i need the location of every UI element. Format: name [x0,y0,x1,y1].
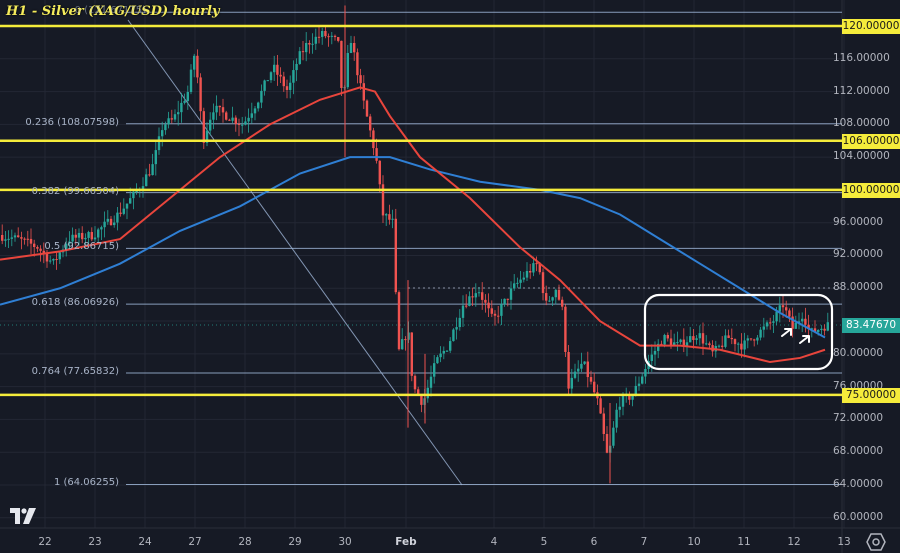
price-axis-label: 72.00000 [833,412,884,425]
level-price-tag: 100.00000 [842,182,900,198]
price-axis-label: 60.00000 [833,510,884,523]
time-axis-label: 4 [490,536,498,548]
price-axis-label: 64.00000 [833,477,884,490]
time-axis-label: 27 [188,536,202,548]
settings-gear-icon[interactable] [866,533,886,551]
price-axis-label: 68.00000 [833,445,884,458]
time-axis-label: 29 [288,536,302,548]
fib-level-label: 0 (121.67175) [74,5,146,17]
price-axis-label: 88.00000 [833,281,884,294]
time-axis-label: 12 [787,536,801,548]
fib-level-label: 0.5 (92.86715) [44,241,119,253]
price-axis-label: 104.00000 [833,150,890,163]
level-price-tag: 120.00000 [842,19,900,34]
price-axis-label: 80.00000 [833,346,884,359]
ma-blue-line [0,156,826,339]
time-axis-label: 22 [38,536,52,548]
time-axis-label: 28 [238,536,252,548]
time-axis-label: 30 [338,536,352,548]
time-axis-label: Feb [395,536,417,548]
fib-level-label: 0.236 (108.07598) [25,116,119,128]
price-axis-label: 96.00000 [833,215,884,228]
time-axis-label: 11 [737,536,751,548]
time-axis-label: 10 [687,536,701,548]
consolidation-box [643,293,834,371]
fib-level-label: 0.618 (86.06926) [31,297,119,309]
price-axis-label: 92.00000 [833,248,884,261]
price-axis-label: 112.00000 [833,84,890,97]
time-axis-label: 13 [837,536,851,548]
time-axis-label: 23 [88,536,102,548]
fib-level-label: 0.382 (99.66504) [31,185,119,197]
fib-level-label: 1 (64.06255) [53,477,119,489]
time-axis-label: 5 [540,536,548,548]
level-price-tag: 106.00000 [842,133,900,149]
time-axis-label: 7 [640,536,648,548]
current-price-tag: 83.47670 [842,318,900,334]
ma-red-line [0,86,826,364]
price-axis-label: 108.00000 [833,117,890,130]
chart-title: H1 - Silver (XAG/USD) hourly [6,4,220,19]
time-axis-label: 6 [590,536,598,548]
time-axis-label: 24 [138,536,152,548]
price-axis-label: 116.00000 [833,51,890,64]
candles [1,5,829,484]
level-price-tag: 75.00000 [842,387,900,403]
fib-level-label: 0.764 (77.65832) [31,366,119,378]
